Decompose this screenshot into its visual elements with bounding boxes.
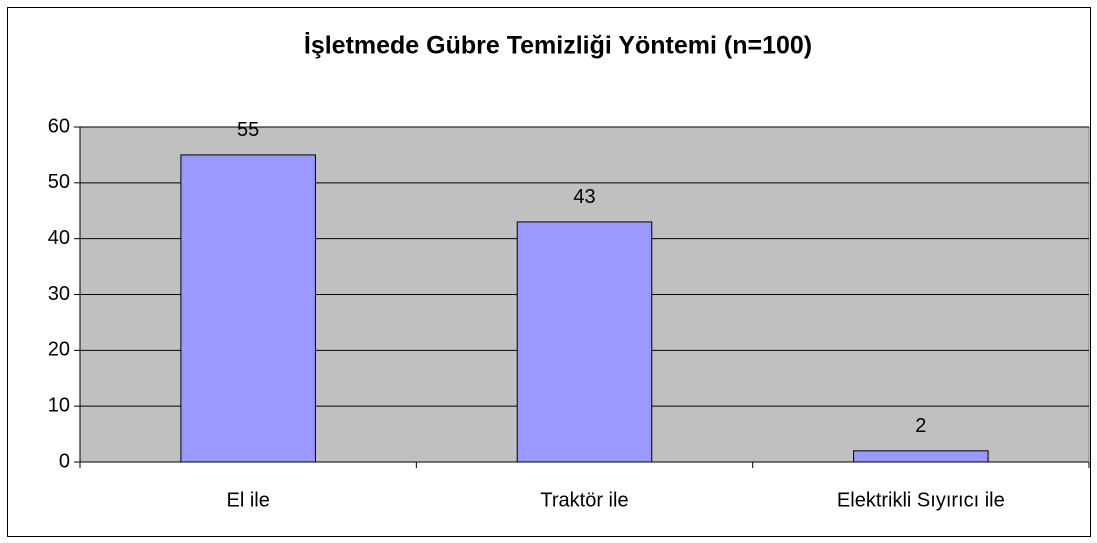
y-tick-label: 20 xyxy=(48,339,70,361)
data-label: 43 xyxy=(573,186,595,208)
bar xyxy=(516,221,653,463)
y-tick-label: 30 xyxy=(48,283,70,305)
chart-title: İşletmede Gübre Temizliği Yöntemi (n=100… xyxy=(304,32,812,60)
y-tick-label: 50 xyxy=(48,171,70,193)
bar xyxy=(180,154,316,463)
x-tick-label: El ile xyxy=(226,489,269,511)
x-tick-label: Traktör ile xyxy=(540,489,628,511)
x-tick-label: Elektrikli Sıyırıcı ile xyxy=(837,489,1005,511)
y-tick-label: 0 xyxy=(59,450,70,472)
y-tick-label: 10 xyxy=(48,394,70,416)
data-label: 55 xyxy=(237,119,259,141)
data-label: 2 xyxy=(915,415,926,437)
bar xyxy=(853,450,989,463)
y-tick-label: 60 xyxy=(48,115,70,137)
y-tick-label: 40 xyxy=(48,227,70,249)
